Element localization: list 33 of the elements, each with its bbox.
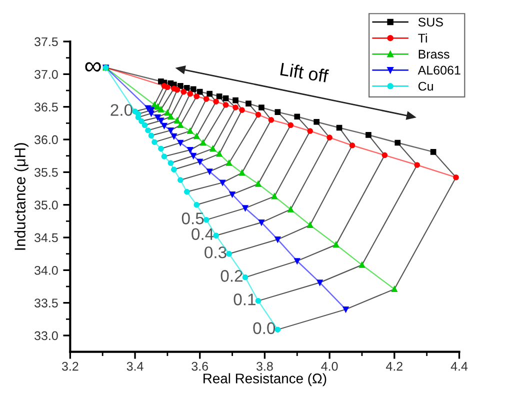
series-label: 0.1 xyxy=(234,294,256,306)
series-label: 2.0 xyxy=(110,104,132,116)
y-tick-label: 35.5 xyxy=(34,168,58,177)
legend-label: Ti xyxy=(418,33,427,42)
annotation: ∞ xyxy=(85,62,101,72)
y-tick-label: 34.5 xyxy=(34,233,58,242)
y-tick-label: 37.0 xyxy=(34,70,58,79)
y-tick-label: 33.5 xyxy=(34,298,58,308)
y-axis-title: Inductance (μH) xyxy=(14,143,28,250)
series-label: 0.2 xyxy=(220,270,242,282)
annotation: Lift off xyxy=(280,62,330,83)
y-tick-label: 35.0 xyxy=(34,200,58,210)
series-label: 0.5 xyxy=(182,212,204,224)
legend-label: AL6061 xyxy=(418,66,460,75)
x-axis-title: Real Resistance (Ω) xyxy=(204,373,326,386)
y-tick-label: 36.0 xyxy=(34,135,58,144)
y-tick-label: 33.0 xyxy=(34,331,58,340)
legend-label: Brass xyxy=(418,50,450,59)
x-tick-label: 3.4 xyxy=(126,362,144,371)
x-tick-label: 3.2 xyxy=(62,362,78,371)
x-tick-label: 4.2 xyxy=(386,362,402,371)
x-tick-label: 3.8 xyxy=(256,362,273,371)
series-label: 0.3 xyxy=(204,246,226,258)
x-tick-label: 4.4 xyxy=(450,362,468,371)
x-tick-label: 4.0 xyxy=(321,362,338,371)
y-tick-label: 34.0 xyxy=(34,266,58,275)
legend-label: Cu xyxy=(418,82,433,91)
x-tick-label: 3.6 xyxy=(192,362,208,371)
y-tick-label: 37.5 xyxy=(34,37,58,46)
series-label: 0.0 xyxy=(253,322,276,334)
series-label: 0.4 xyxy=(192,228,214,240)
y-tick-label: 36.5 xyxy=(34,102,58,112)
legend-label: SUS xyxy=(418,18,443,27)
